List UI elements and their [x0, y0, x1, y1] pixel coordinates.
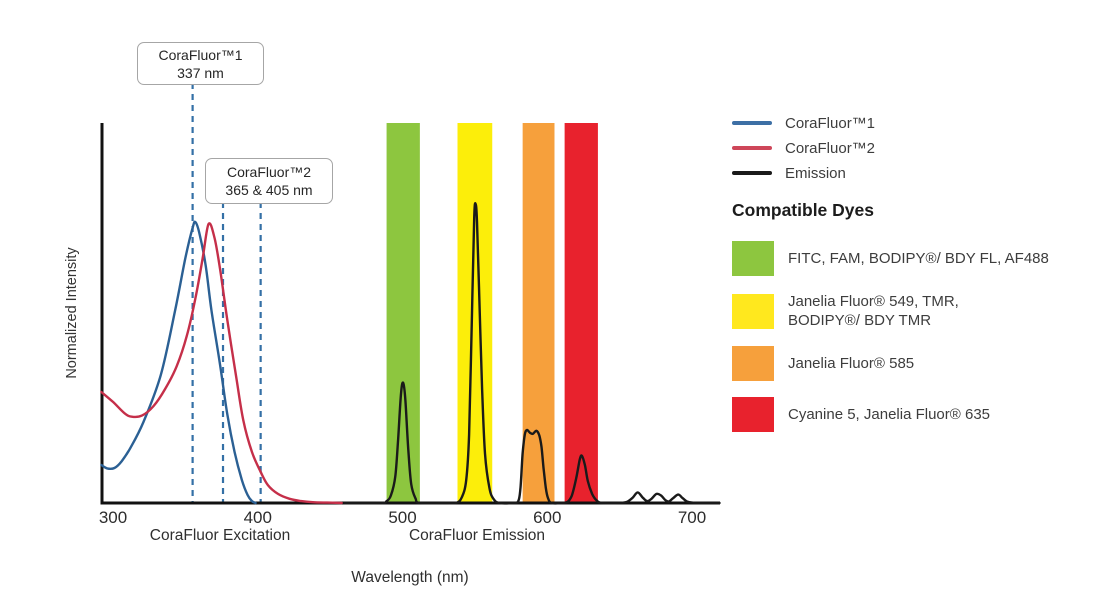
x-tick-label: 600 — [533, 508, 561, 527]
dye-label: Janelia Fluor® 585 — [788, 355, 915, 372]
callout-value: 365 & 405 nm — [225, 182, 313, 198]
dye-item-green: FITC, FAM, BODIPY®/ BDY FL, AF488 — [732, 241, 1092, 276]
compatible-dyes-heading: Compatible Dyes — [732, 200, 874, 220]
x-axis-title: Wavelength (nm) — [351, 569, 469, 586]
dye-label: Janelia Fluor® 549, TMR, BODIPY®/ BDY TM… — [788, 293, 959, 329]
callout-corafluor1: CoraFluor™1 337 nm — [137, 42, 264, 85]
callout-corafluor2: CoraFluor™2 365 & 405 nm — [205, 158, 333, 204]
dye-color-swatch — [732, 346, 774, 381]
legend-label: CoraFluor™1 — [785, 114, 876, 132]
callout-title: CoraFluor™1 — [158, 46, 243, 63]
compatible-dyes-list: FITC, FAM, BODIPY®/ BDY FL, AF488 Janeli… — [732, 241, 1092, 432]
legend-item-corafluor2: CoraFluor™2 — [732, 137, 1092, 159]
x-tick-label: 400 — [244, 508, 272, 527]
dye-color-swatch — [732, 241, 774, 276]
emission-filter-band-orange — [522, 123, 555, 503]
callout-value: 337 nm — [177, 64, 224, 81]
emission-curve — [343, 202, 721, 505]
x-region-label-excitation: CoraFluor Excitation — [149, 527, 291, 544]
x-tick-label: 700 — [678, 508, 706, 527]
callout-title: CoraFluor™2 — [226, 164, 312, 180]
dye-item-red: Cyanine 5, Janelia Fluor® 635 — [732, 397, 1092, 432]
dye-label: FITC, FAM, BODIPY®/ BDY FL, AF488 — [788, 250, 1049, 267]
legend-label: Emission — [785, 164, 846, 182]
excitation-curve-corafluor1 — [100, 220, 257, 505]
dye-color-swatch — [732, 397, 774, 432]
emission-filter-band-red — [564, 123, 598, 503]
excitation-curve-corafluor2 — [100, 222, 343, 505]
y-axis-title: Normalized Intensity — [64, 247, 80, 379]
series-legend: CoraFluor™1 CoraFluor™2 Emission — [732, 112, 1092, 184]
legend-line-swatch — [732, 146, 772, 150]
legend-panel: CoraFluor™1 CoraFluor™2 Emission Compati… — [732, 112, 1092, 432]
legend-item-corafluor1: CoraFluor™1 — [732, 112, 1092, 134]
x-region-label-emission: CoraFluor Emission — [408, 527, 546, 544]
legend-line-swatch — [732, 171, 772, 175]
dye-label: Cyanine 5, Janelia Fluor® 635 — [788, 406, 991, 423]
legend-label: CoraFluor™2 — [785, 139, 876, 157]
emission-filter-band-green — [386, 123, 420, 503]
dye-item-orange: Janelia Fluor® 585 — [732, 346, 1092, 381]
dye-item-yellow: Janelia Fluor® 549, TMR, BODIPY®/ BDY TM… — [732, 292, 1092, 330]
x-tick-label: 300 — [99, 508, 127, 527]
x-tick-label: 500 — [388, 508, 416, 527]
legend-line-swatch — [732, 121, 772, 125]
emission-filter-band-yellow — [457, 123, 493, 503]
legend-item-emission: Emission — [732, 162, 1092, 184]
dye-color-swatch — [732, 293, 774, 329]
